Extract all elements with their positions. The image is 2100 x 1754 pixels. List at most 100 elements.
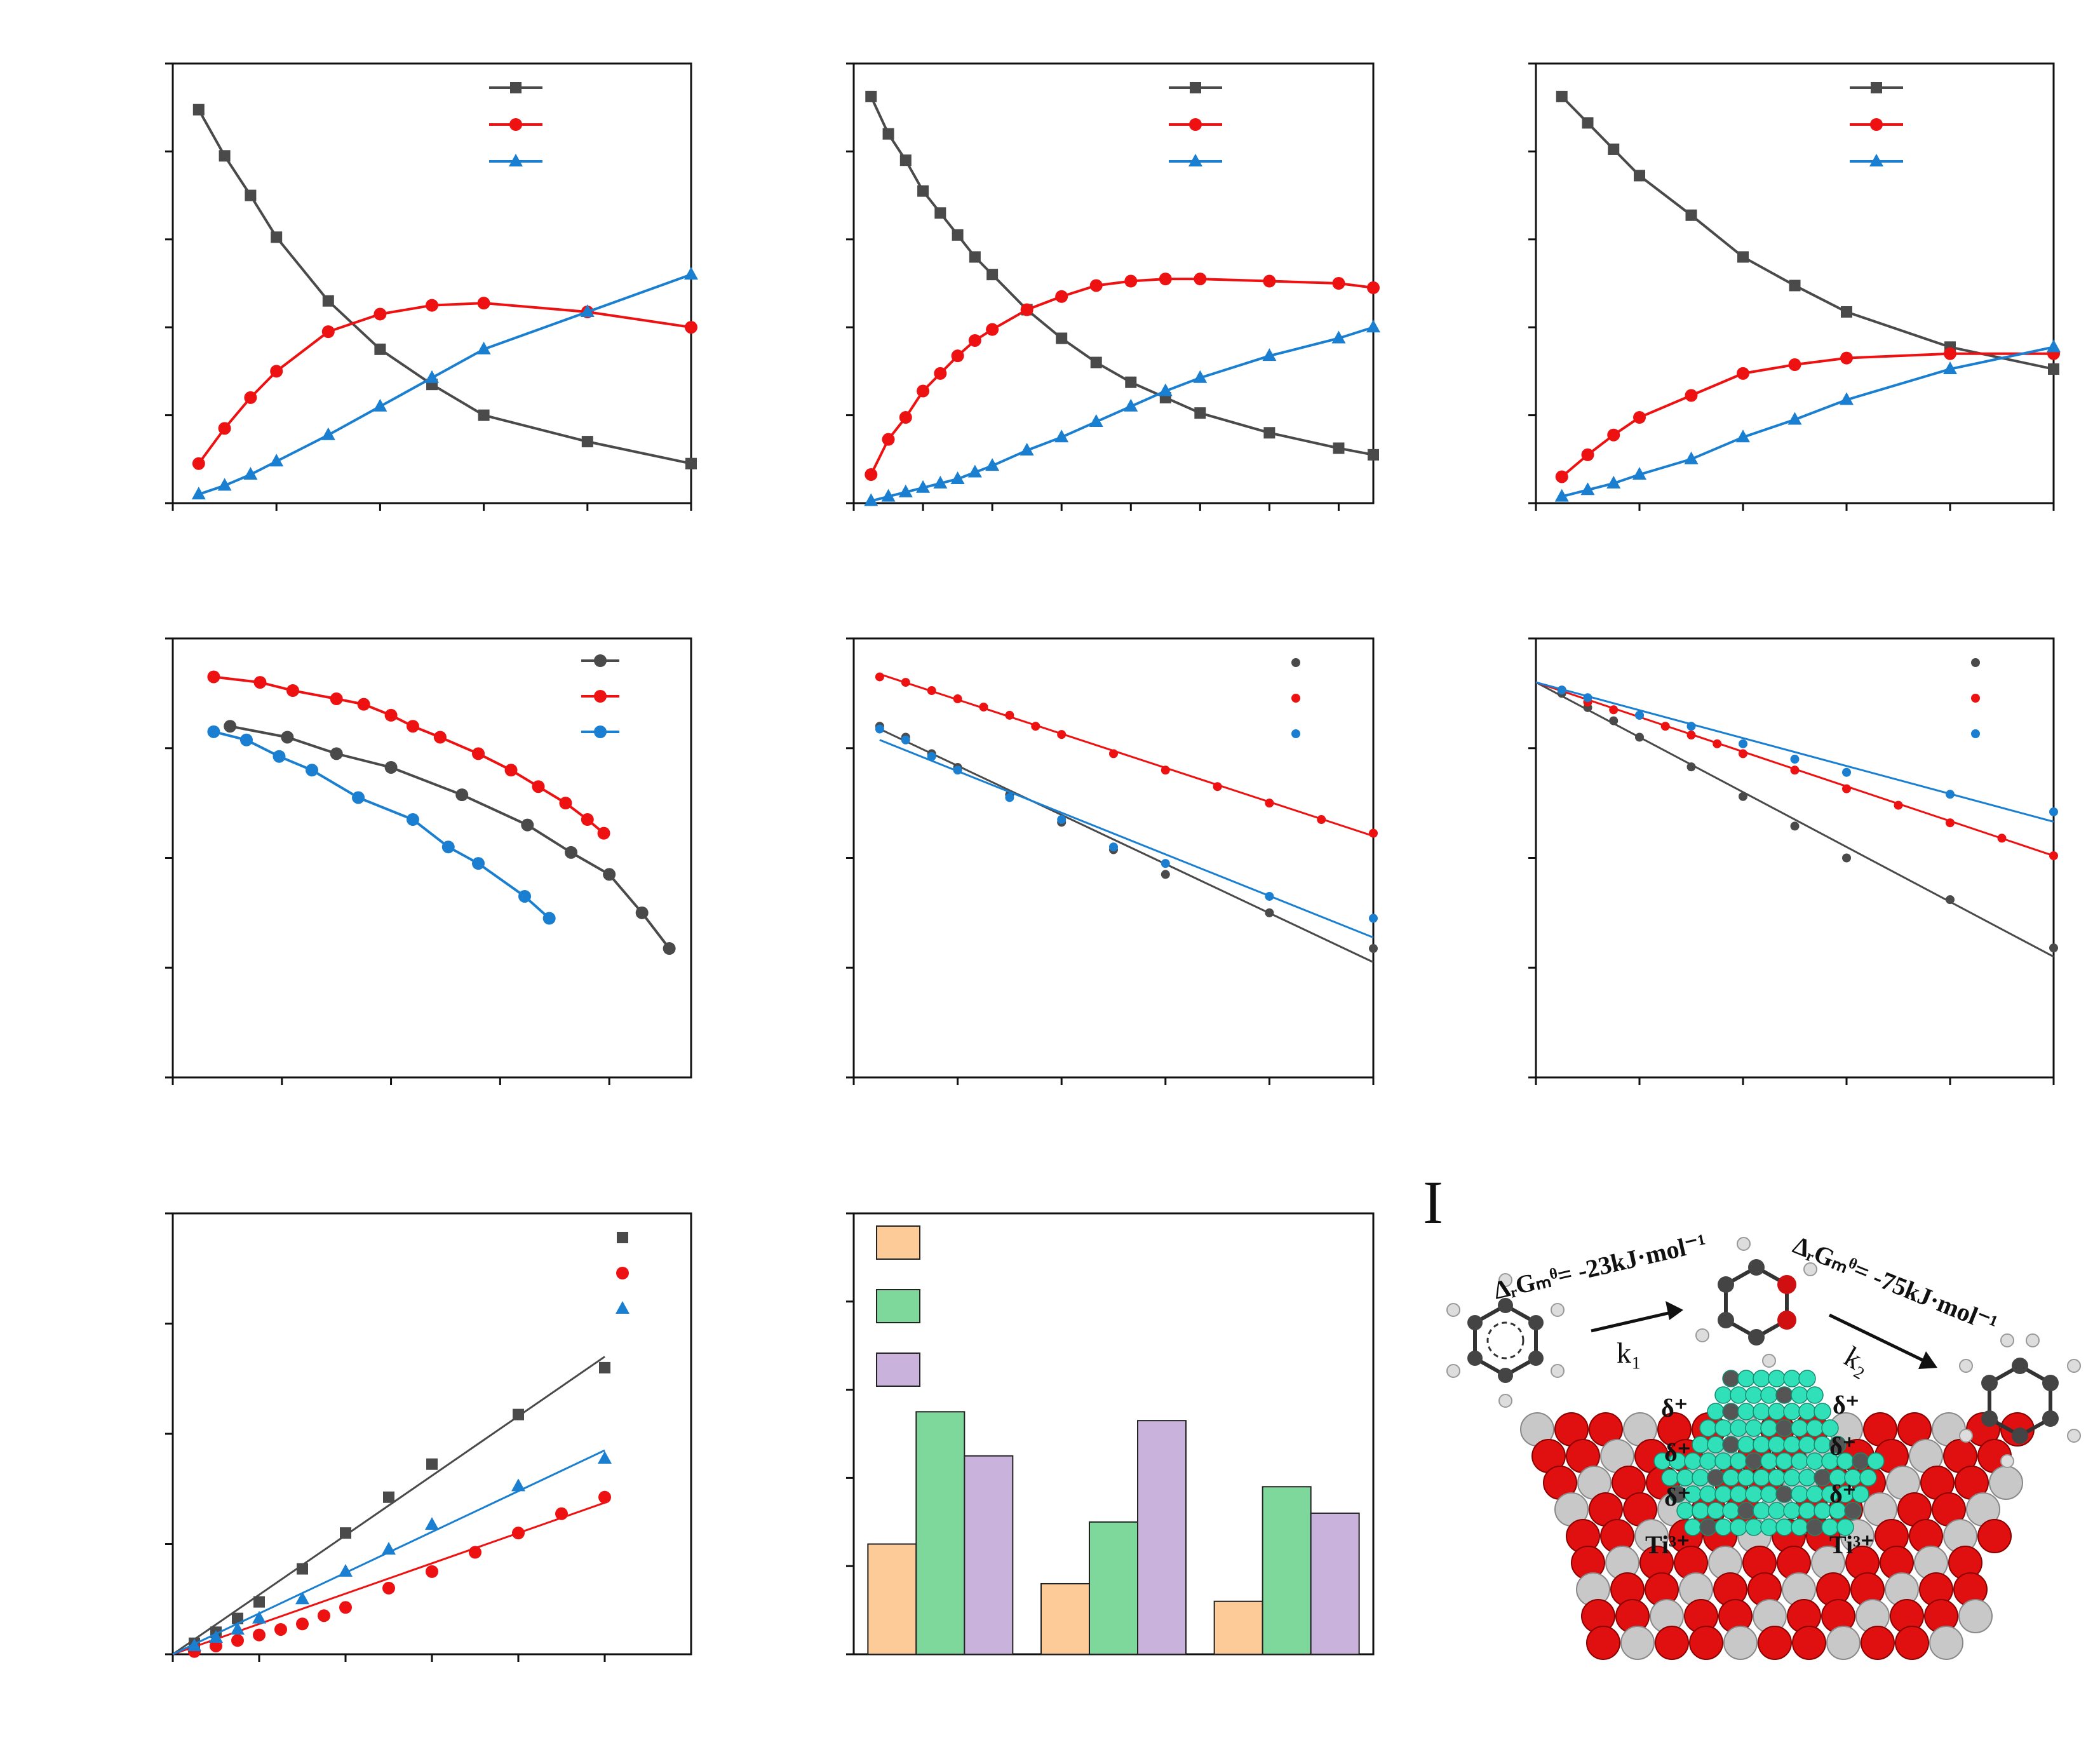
o-atom bbox=[1586, 1626, 1620, 1660]
series-cyclohexane bbox=[1554, 154, 2061, 502]
legend-marker bbox=[1971, 729, 1980, 738]
data-point bbox=[192, 104, 205, 116]
ru-atom bbox=[1699, 1485, 1717, 1503]
legend-marker bbox=[1971, 694, 1980, 703]
data-point bbox=[281, 731, 294, 744]
data-point bbox=[339, 1563, 353, 1577]
series-line bbox=[198, 109, 692, 465]
data-point bbox=[864, 493, 878, 506]
energy-label-2: ΔᵣGₘᶿ= -75kJ·mol⁻¹ bbox=[1789, 1231, 2002, 1339]
data-point bbox=[1686, 762, 1696, 772]
data-point bbox=[1124, 398, 1138, 412]
ru-atom bbox=[1722, 1469, 1740, 1487]
data-point bbox=[384, 708, 398, 722]
series-line bbox=[870, 96, 1374, 456]
data-point bbox=[1842, 784, 1851, 793]
ru-atom bbox=[1745, 1386, 1763, 1404]
data-point bbox=[1369, 944, 1378, 954]
ru-atom bbox=[1753, 1370, 1770, 1387]
data-point bbox=[511, 1478, 525, 1492]
ru-atom bbox=[1798, 1403, 1816, 1420]
data-point bbox=[882, 433, 895, 446]
data-point bbox=[1633, 411, 1646, 424]
data-point bbox=[321, 427, 335, 440]
panel-i-mechanism: I ΔᵣGₘᶿ= -23kJ·mol⁻¹ ΔᵣGₘᶿ= -7 bbox=[1423, 1168, 2081, 1660]
data-point bbox=[581, 436, 593, 448]
ru-atom bbox=[1692, 1436, 1709, 1454]
data-point bbox=[597, 826, 610, 840]
data-point bbox=[253, 676, 267, 689]
data-point bbox=[1788, 358, 1801, 372]
data-point bbox=[969, 251, 981, 263]
legend-marker bbox=[510, 82, 522, 93]
data-point bbox=[933, 475, 948, 489]
ru-atom bbox=[1745, 1518, 1763, 1536]
legend-marker bbox=[1869, 154, 1883, 166]
plot-frame bbox=[852, 637, 1375, 1079]
data-point bbox=[663, 942, 676, 955]
legend-marker bbox=[616, 1267, 629, 1279]
ru-atom bbox=[1722, 1502, 1740, 1520]
data-point bbox=[1056, 332, 1068, 344]
data-point bbox=[1632, 467, 1646, 480]
data-point bbox=[684, 267, 698, 280]
data-point bbox=[1737, 251, 1749, 263]
data-point bbox=[1333, 442, 1345, 454]
data-point bbox=[865, 468, 878, 482]
data-point bbox=[382, 1581, 395, 1595]
series-cyclohexane bbox=[864, 154, 1380, 506]
fit-line bbox=[172, 1356, 605, 1656]
series-b bbox=[207, 670, 619, 840]
ru-atom bbox=[1783, 1469, 1801, 1487]
series-cyclohexane bbox=[191, 154, 698, 500]
data-point bbox=[1005, 710, 1014, 720]
data-point bbox=[1609, 716, 1619, 725]
ru-atom bbox=[1768, 1469, 1786, 1487]
data-point bbox=[1369, 914, 1378, 923]
delta-label-6: δ⁺ bbox=[1829, 1480, 1856, 1508]
delta-label-5: δ⁺ bbox=[1664, 1483, 1691, 1511]
ru-atom bbox=[1730, 1419, 1747, 1437]
data-point bbox=[1089, 414, 1103, 427]
ru-atom bbox=[1714, 1419, 1732, 1437]
data-point bbox=[953, 766, 962, 775]
data-point bbox=[253, 1628, 266, 1642]
data-point bbox=[1634, 170, 1645, 182]
ru-atom bbox=[1692, 1469, 1709, 1487]
delta-label-4: δ⁺ bbox=[1829, 1432, 1856, 1461]
data-point bbox=[1608, 143, 1620, 155]
data-point bbox=[340, 1527, 351, 1539]
data-point bbox=[1686, 722, 1696, 731]
legend-marker bbox=[1291, 729, 1300, 738]
data-point bbox=[1789, 280, 1801, 292]
data-point bbox=[934, 207, 946, 219]
ru-atom bbox=[1730, 1452, 1747, 1470]
data-point bbox=[330, 747, 343, 760]
data-point bbox=[1943, 361, 1957, 374]
legend-marker bbox=[1189, 118, 1202, 131]
data-point bbox=[1946, 818, 1955, 828]
data-point bbox=[1125, 376, 1137, 388]
series-line bbox=[229, 725, 671, 950]
data-point bbox=[917, 185, 929, 197]
data-point bbox=[1556, 90, 1568, 102]
ru-atom bbox=[1699, 1518, 1717, 1536]
ru-atom bbox=[1791, 1452, 1808, 1470]
ru-atom bbox=[1768, 1403, 1786, 1420]
data-point bbox=[1193, 370, 1208, 383]
series-c bbox=[1535, 681, 2058, 823]
plot-frame bbox=[172, 637, 692, 1079]
plot-frame bbox=[172, 62, 692, 504]
data-point bbox=[476, 341, 491, 354]
ru-atom bbox=[1783, 1502, 1801, 1520]
data-point bbox=[1262, 348, 1277, 361]
data-point bbox=[1840, 392, 1854, 405]
data-point bbox=[865, 90, 877, 102]
o-atom bbox=[1655, 1626, 1689, 1660]
data-point bbox=[296, 1617, 309, 1631]
ti-atom bbox=[1989, 1466, 2023, 1500]
plot-frame bbox=[1535, 637, 2055, 1079]
data-point bbox=[1686, 731, 1696, 740]
data-point bbox=[425, 1517, 439, 1530]
k2-label: k₂ bbox=[1839, 1340, 1876, 1380]
